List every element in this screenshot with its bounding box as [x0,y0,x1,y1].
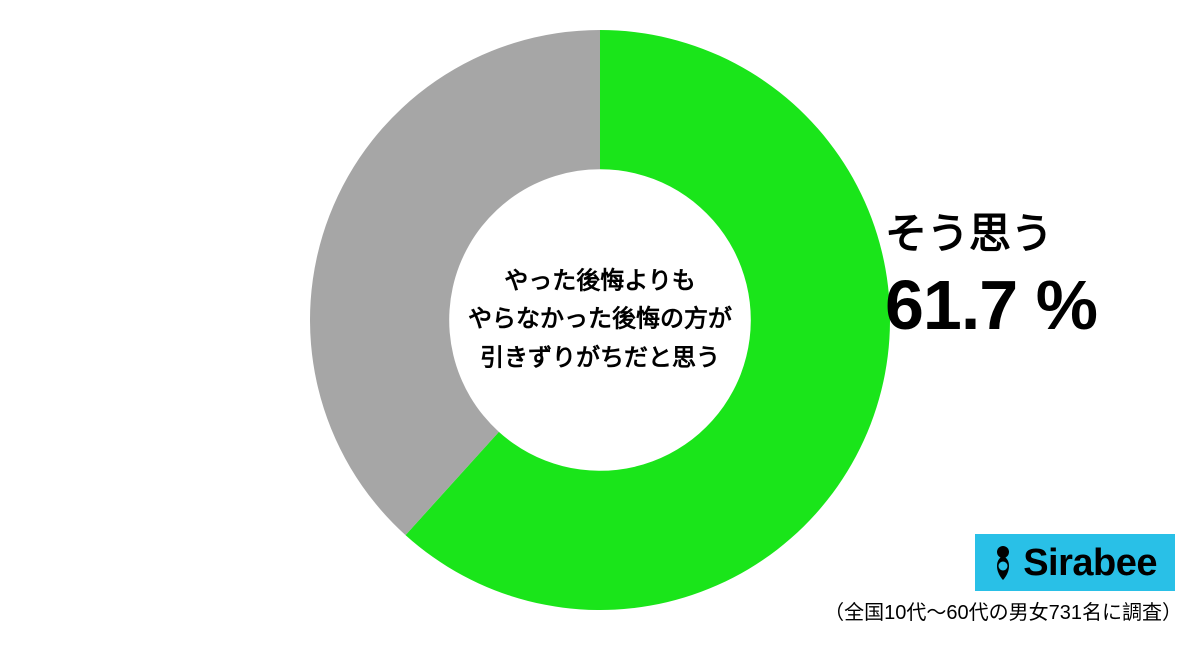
survey-footnote: （全国10代〜60代の男女731名に調査） [824,596,1182,625]
sirabee-logo-text: Sirabee [1023,542,1157,585]
chart-center-label: やった後悔よりも やらなかった後悔の方が 引きずりがちだと思う [468,262,732,377]
center-line-2: やらなかった後悔の方が [468,301,732,339]
donut-chart: やった後悔よりも やらなかった後悔の方が 引きずりがちだと思う [310,30,890,610]
sirabee-logo-icon [989,544,1017,584]
center-line-3: 引きずりがちだと思う [468,339,732,377]
sirabee-logo: Sirabee [975,534,1175,591]
center-line-1: やった後悔よりも [468,262,732,300]
result-value: 61.7 % [885,265,1097,345]
result-block: そう思う 61.7 % [885,200,1097,345]
result-label: そう思う [885,200,1097,261]
